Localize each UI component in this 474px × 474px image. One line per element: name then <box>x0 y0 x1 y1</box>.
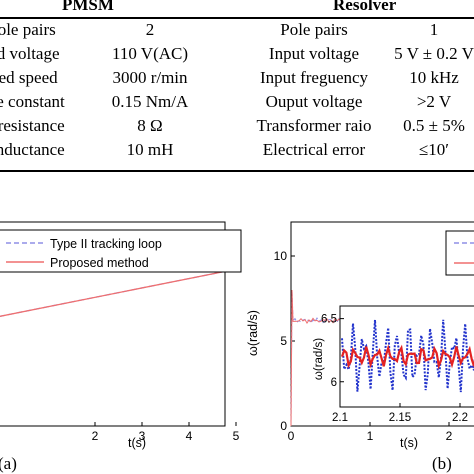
x-tick-label-a: 2 <box>92 429 99 443</box>
legend-b <box>445 230 474 276</box>
pmsm-param-label: que constant <box>0 92 65 111</box>
legend-label-type2: Type II tracking loop <box>50 237 162 251</box>
legend-label-proposed: Proposed method <box>50 256 149 270</box>
resolver-param-label: Transformer raio <box>256 116 372 135</box>
y-axis-label-b: ω(rad/s) <box>246 310 260 356</box>
inset-ticks: 6 6.5 2.1 2.15 2.2 <box>321 314 468 424</box>
panel-label-b: (b) <box>432 454 452 473</box>
resolver-param-value: 0.5 ± 5% <box>403 116 465 135</box>
y-tick-label-b: 10 <box>274 249 288 263</box>
pmsm-param-label: ated speed <box>0 68 58 87</box>
pmsm-param-label: ted voltage <box>0 44 60 63</box>
pmsm-param-value: 2 <box>145 20 155 39</box>
series-line-a-2 <box>0 270 226 317</box>
table-bottom-rule <box>0 170 474 172</box>
resolver-param-label: Pole pairs <box>280 20 348 39</box>
resolver-param-value: 10 kHz <box>409 68 459 87</box>
resolver-param-label: Input freguency <box>259 68 369 87</box>
inset-plot: 6 6.5 2.1 2.15 2.2 ω(rad/s) <box>313 305 474 424</box>
x-tick-label-a: 4 <box>186 429 193 443</box>
legend-box-b <box>445 230 474 276</box>
inset-y-tick-label: 6 <box>331 377 337 389</box>
resolver-param-value: 1 <box>429 20 439 39</box>
x-axis-label-a: t(s) <box>128 436 146 450</box>
plot-frame-b <box>290 221 474 427</box>
pmsm-param-label: Pole pairs <box>0 20 56 39</box>
resolver-param-label: Ouput voltage <box>265 92 363 111</box>
pmsm-param-value: 110 V(AC) <box>111 44 189 63</box>
pmsm-param-label: se resistance <box>0 116 65 135</box>
resolver-param-value: >2 V <box>416 92 452 111</box>
inset-series-group <box>340 319 474 393</box>
x-tick-label-a: 5 <box>233 429 240 443</box>
table-header-rule <box>0 17 474 19</box>
legend-box-a <box>0 229 242 273</box>
resolver-param-value: ≤10′ <box>418 140 450 159</box>
resolver-header: Resolver <box>333 0 397 14</box>
inset-x-tick-label: 2.2 <box>452 412 468 424</box>
pmsm-param-value: 0.15 Nm/A <box>111 92 189 111</box>
x-tick-label-b: 2 <box>446 429 453 443</box>
inset-y-axis-label: ω(rad/s) <box>313 338 325 380</box>
panel-label-a: (a) <box>0 454 17 473</box>
chart-panel-b: 0 5 10 0 1 2 ω(rad/s) t(s) 6 6.5 2.1 2.15 2.2 ω(r… <box>246 221 474 450</box>
x-tick-label-b: 0 <box>288 429 295 443</box>
inset-y-tick-label: 6.5 <box>321 314 337 326</box>
x-axis-label-b: t(s) <box>400 436 418 450</box>
pmsm-param-value: 10 mH <box>126 140 174 159</box>
y-tick-label-b: 5 <box>280 334 287 348</box>
pmsm-param-value: 3000 r/min <box>112 68 188 87</box>
resolver-param-value: 5 V ± 0.2 V <box>394 44 474 63</box>
inset-x-tick-label: 2.1 <box>332 412 348 424</box>
x-tick-label-b: 1 <box>367 429 374 443</box>
resolver-param-label: Electrical error <box>262 140 366 159</box>
pmsm-header: PMSM <box>62 0 114 14</box>
inset-series-line-2 <box>340 344 474 370</box>
y-tick-label-b: 0 <box>280 419 287 433</box>
chart-panel-a: 2 3 4 5 Type II tracking loop Proposed meth… <box>0 221 242 450</box>
legend-a: Type II tracking loop Proposed method <box>0 229 242 273</box>
plot-frame-a <box>0 221 226 427</box>
x-ticks-a: 2 3 4 5 <box>92 422 240 443</box>
series-group-a <box>0 270 226 317</box>
x-tick-label-a: 3 <box>139 429 146 443</box>
inset-x-tick-label: 2.15 <box>389 412 411 424</box>
pmsm-param-value: 8 Ω <box>137 116 163 135</box>
pmsm-param-label: e inductance <box>0 140 65 159</box>
resolver-param-label: Input voltage <box>268 44 360 63</box>
